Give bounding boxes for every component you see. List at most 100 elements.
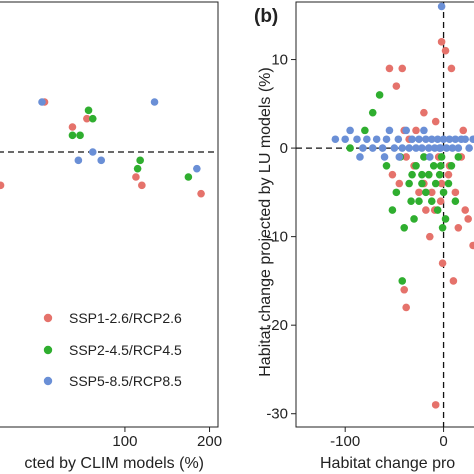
panel-b-point bbox=[395, 153, 404, 161]
panel-a-point bbox=[68, 131, 77, 140]
legend-label: SSP1-2.6/RCP2.6 bbox=[69, 310, 182, 326]
panel-b-point bbox=[400, 223, 409, 232]
panel-b-point bbox=[402, 153, 410, 161]
panel-b-point bbox=[372, 135, 381, 144]
panel-b-point bbox=[408, 135, 416, 144]
panel-b-point bbox=[469, 241, 474, 250]
panel-b-point bbox=[425, 170, 433, 179]
panel-b-point bbox=[388, 206, 397, 214]
panel-b-point bbox=[402, 126, 410, 135]
panel-a-point bbox=[136, 156, 144, 165]
panel-b-point bbox=[415, 188, 423, 197]
panel-b-point bbox=[445, 135, 454, 144]
panel-b-point bbox=[431, 401, 440, 409]
panel-a-point bbox=[184, 173, 193, 181]
panel-b-point bbox=[444, 170, 453, 179]
panel-b-point bbox=[368, 108, 377, 117]
panel-b-y-tick-label: -20 bbox=[266, 317, 288, 334]
panel-b-point bbox=[405, 179, 413, 188]
panel-b-point bbox=[438, 223, 447, 232]
panel-a-frame bbox=[0, 1, 219, 428]
panel-b-point bbox=[439, 188, 448, 197]
panel-b-point bbox=[448, 144, 457, 152]
panel-b-point bbox=[407, 197, 415, 206]
panel-b-point bbox=[444, 179, 453, 188]
panel-b-point bbox=[422, 135, 430, 144]
panel-a-point bbox=[132, 173, 140, 181]
panel-b-point bbox=[454, 144, 463, 152]
panel-b-x-axis-label: Habitat change pro bbox=[320, 455, 455, 472]
panel-b-point bbox=[436, 197, 445, 206]
panel-b-point bbox=[435, 144, 444, 152]
panel-a-x-tick-label: 100 bbox=[112, 433, 137, 450]
panel-b-point bbox=[361, 126, 369, 135]
panel-b-point bbox=[459, 126, 468, 135]
panel-b-y-tick-label: 10 bbox=[271, 52, 288, 69]
panel-b-point bbox=[425, 232, 434, 241]
panel-b-point bbox=[427, 135, 436, 144]
panel-b-point bbox=[454, 223, 463, 232]
panel-a-point bbox=[88, 148, 97, 156]
panel-b-point bbox=[427, 197, 436, 206]
panel-b-point bbox=[412, 162, 420, 170]
panel-a-point bbox=[0, 181, 5, 190]
panel-b-point bbox=[431, 117, 440, 126]
panel-b-point bbox=[363, 135, 371, 144]
panel-b-y-tick-label: -30 bbox=[266, 406, 288, 423]
panel-b-point bbox=[346, 144, 354, 152]
legend-label: SSP2-4.5/RCP4.5 bbox=[69, 342, 182, 358]
panel-b-point bbox=[461, 206, 470, 214]
panel-b-point bbox=[465, 144, 473, 152]
panel-b-point bbox=[346, 126, 354, 135]
panel-b-point bbox=[420, 153, 428, 161]
panel-b-point bbox=[454, 153, 463, 161]
panel-b-point bbox=[422, 206, 430, 214]
panel-b-label: (b) bbox=[254, 6, 278, 27]
panel-a-point bbox=[97, 156, 106, 165]
panel-b-point bbox=[422, 188, 430, 197]
panel-a-point bbox=[197, 189, 205, 198]
panel-b-point bbox=[418, 170, 426, 179]
panel-a-point bbox=[138, 181, 146, 190]
panel-b-point bbox=[400, 285, 409, 294]
panel-b-point bbox=[375, 91, 384, 99]
panel-b-point bbox=[441, 215, 450, 223]
panel-b-point bbox=[415, 135, 423, 144]
panel-b-x-tick-label: 0 bbox=[439, 433, 447, 450]
panel-b-point bbox=[420, 126, 428, 135]
panel-b-point bbox=[431, 179, 440, 188]
panel-b-point bbox=[437, 2, 446, 11]
panel-a-point bbox=[76, 131, 84, 140]
panel-b-point bbox=[380, 153, 389, 161]
panel-b-point bbox=[425, 144, 433, 152]
panel-b-point bbox=[410, 215, 418, 223]
panel-b-point bbox=[412, 144, 420, 152]
panel-b-point bbox=[433, 206, 442, 214]
panel-b-x-tick-label: -100 bbox=[330, 433, 360, 450]
panel-b-point bbox=[415, 197, 423, 206]
panel-b-point bbox=[447, 64, 456, 73]
panel-a-point bbox=[74, 156, 83, 165]
panel-b-point bbox=[382, 135, 391, 144]
panel-b-y-tick-label: 0 bbox=[280, 140, 288, 157]
panel-b-point bbox=[447, 162, 456, 170]
panel-b-point bbox=[435, 170, 444, 179]
panel-b-point bbox=[437, 179, 446, 188]
panel-a-point bbox=[133, 164, 142, 173]
panel-b-point bbox=[451, 197, 460, 206]
panel-a-points bbox=[0, 98, 205, 198]
panel-b-point bbox=[394, 135, 403, 144]
panel-a-point bbox=[88, 114, 97, 123]
legend-marker bbox=[43, 313, 53, 323]
panel-a: 100 200 SSP1-2.6/RCP2.6SSP2-4.5/RCP4.5SSP… bbox=[0, 1, 222, 472]
panel-b-point bbox=[382, 162, 391, 170]
panel-b-points bbox=[331, 2, 474, 409]
panel-a-point bbox=[68, 123, 77, 131]
panel-a-point bbox=[38, 98, 46, 106]
panel-b-point bbox=[412, 126, 420, 135]
panel-a-point bbox=[84, 106, 93, 115]
panel-b-y-axis-label: Habitat change projected by LU models (%… bbox=[257, 67, 274, 377]
panel-a-point bbox=[150, 98, 159, 106]
panel-a-x-tick-label: 200 bbox=[197, 433, 222, 450]
